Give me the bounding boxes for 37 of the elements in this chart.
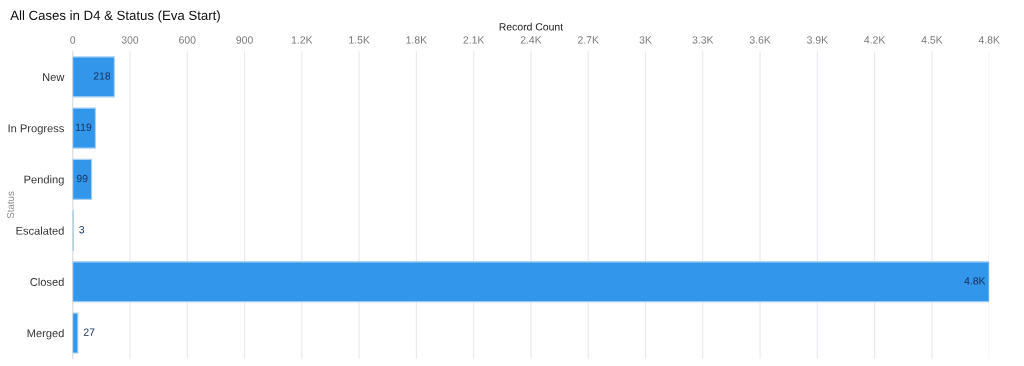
x-tick-label: 900 bbox=[236, 36, 253, 44]
x-tick-label: 300 bbox=[121, 36, 139, 44]
y-axis-title: Status bbox=[7, 191, 14, 219]
x-tick-label: 4.8K bbox=[978, 36, 1000, 44]
bar bbox=[72, 261, 990, 303]
x-tick-label: 2.4K bbox=[520, 36, 542, 44]
data-label: 218 bbox=[93, 72, 111, 80]
x-tick-label: 3.3K bbox=[692, 36, 714, 44]
x-tick-label: 0 bbox=[70, 36, 76, 44]
data-label: 3 bbox=[79, 226, 85, 234]
x-axis-title: Record Count bbox=[499, 22, 563, 31]
bar bbox=[72, 56, 115, 98]
x-tick-label: 2.7K bbox=[578, 36, 599, 44]
chart-title: All Cases in D4 & Status (Eva Start) bbox=[10, 10, 220, 23]
bar bbox=[72, 312, 79, 354]
x-tick-label: 3.6K bbox=[749, 36, 771, 44]
x-tick-label: 1.8K bbox=[406, 36, 427, 44]
x-tick-label: 2.1K bbox=[463, 36, 485, 44]
data-label: 27 bbox=[83, 328, 95, 336]
x-tick-label: 3.9K bbox=[807, 36, 828, 44]
x-tick-label: 4.2K bbox=[864, 36, 886, 44]
bar bbox=[72, 107, 96, 149]
x-tick-label: 600 bbox=[179, 36, 196, 44]
data-label: 4.8K bbox=[964, 277, 986, 285]
y-tick-label: Closed bbox=[30, 277, 64, 286]
y-tick-label: Escalated bbox=[16, 226, 64, 235]
x-tick-label: 4.5K bbox=[921, 36, 943, 44]
y-tick-label: Merged bbox=[27, 329, 64, 340]
x-tick-label: 1.5K bbox=[349, 36, 370, 44]
data-label: 119 bbox=[75, 123, 92, 131]
y-tick-label: New bbox=[43, 73, 65, 81]
data-label: 99 bbox=[76, 174, 88, 183]
bar bbox=[72, 158, 93, 200]
y-tick-label: In Progress bbox=[8, 124, 64, 135]
x-tick-label: 3K bbox=[639, 36, 652, 44]
y-tick-label: Pending bbox=[24, 175, 64, 186]
x-tick-label: 1.2K bbox=[291, 36, 313, 44]
